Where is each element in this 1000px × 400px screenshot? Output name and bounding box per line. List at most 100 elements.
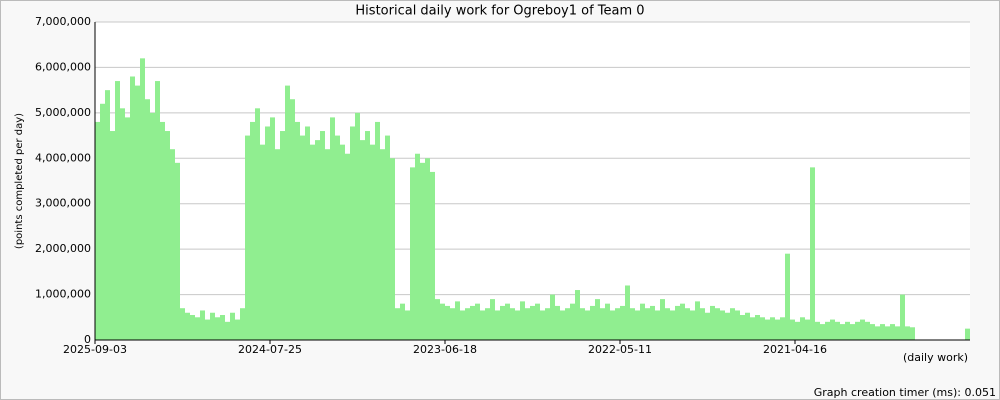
bar: [470, 305, 475, 340]
bar: [800, 317, 805, 340]
bar: [740, 315, 745, 340]
bar: [565, 308, 570, 340]
bar: [370, 144, 375, 340]
bar: [685, 308, 690, 340]
bar: [655, 310, 660, 340]
plot-area: [95, 22, 970, 340]
bar: [430, 171, 435, 340]
bar: [540, 310, 545, 340]
bar: [150, 112, 155, 340]
bar: [860, 319, 865, 340]
bar: [450, 308, 455, 340]
y-tick-label: 7,000,000: [35, 15, 91, 28]
bar: [335, 135, 340, 340]
bar: [520, 301, 525, 340]
bar: [420, 162, 425, 340]
bar: [480, 310, 485, 340]
bar: [705, 312, 710, 340]
bar: [345, 153, 350, 340]
bar: [515, 310, 520, 340]
bar: [585, 310, 590, 340]
bar: [795, 321, 800, 340]
bar: [810, 167, 815, 340]
bar: [465, 308, 470, 340]
bar: [160, 121, 165, 340]
bar: [890, 324, 895, 340]
bar: [910, 327, 915, 340]
bar: [260, 144, 265, 340]
bar: [485, 308, 490, 340]
bar: [700, 308, 705, 340]
bar: [550, 294, 555, 340]
bar: [785, 253, 790, 340]
bar: [190, 315, 195, 340]
bar: [780, 317, 785, 340]
bar: [730, 308, 735, 340]
bar: [710, 305, 715, 340]
bar: [570, 303, 575, 340]
bar: [670, 310, 675, 340]
bar: [820, 324, 825, 340]
bar: [750, 317, 755, 340]
annotation: Graph creation timer (ms): 0.051: [814, 386, 996, 399]
y-tick-label: 6,000,000: [35, 60, 91, 73]
bar: [575, 290, 580, 340]
bar: [220, 315, 225, 340]
bar: [350, 126, 355, 340]
bar: [875, 326, 880, 340]
y-tick-label: 4,000,000: [35, 151, 91, 164]
bar: [815, 321, 820, 340]
bar: [790, 319, 795, 340]
bar: [340, 144, 345, 340]
bar: [630, 308, 635, 340]
bar: [475, 303, 480, 340]
bar: [310, 144, 315, 340]
bar: [505, 303, 510, 340]
bar: [235, 319, 240, 340]
bar: [95, 121, 100, 340]
bar: [645, 308, 650, 340]
bar: [715, 308, 720, 340]
bar: [410, 167, 415, 340]
bar: [170, 149, 175, 340]
bar: [325, 149, 330, 340]
bar: [460, 310, 465, 340]
x-tick-label: 2025-09-03: [63, 343, 127, 356]
bar: [850, 324, 855, 340]
bar: [385, 135, 390, 340]
bar: [145, 99, 150, 340]
bar: [355, 112, 360, 340]
x-tick-label: 2023-06-18: [413, 343, 477, 356]
bar: [555, 305, 560, 340]
bar: [105, 90, 110, 341]
bar: [245, 135, 250, 340]
bar: [735, 310, 740, 340]
bar: [315, 140, 320, 340]
bar: [905, 326, 910, 340]
bar: [300, 135, 305, 340]
bar: [185, 312, 190, 340]
bar: [680, 303, 685, 340]
bar: [580, 308, 585, 340]
bar: [745, 312, 750, 340]
bar: [115, 81, 120, 341]
bar: [840, 324, 845, 340]
bar: [295, 121, 300, 340]
bar: [595, 299, 600, 340]
bar: [330, 117, 335, 341]
bar: [760, 317, 765, 340]
bar: [845, 321, 850, 340]
bar: [135, 85, 140, 340]
bar: [495, 310, 500, 340]
bar: [830, 319, 835, 340]
bar: [530, 305, 535, 340]
bar: [755, 315, 760, 340]
bar: [605, 303, 610, 340]
bar: [770, 317, 775, 340]
bar: [365, 131, 370, 340]
bar: [205, 319, 210, 340]
y-tick-label: 2,000,000: [35, 242, 91, 255]
bar: [375, 121, 380, 340]
bar: [140, 58, 145, 340]
